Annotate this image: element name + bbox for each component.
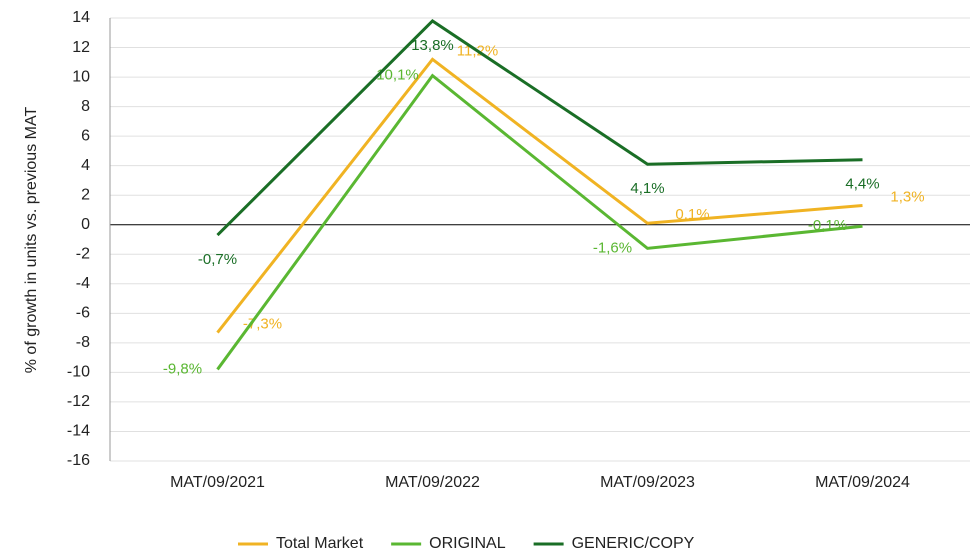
y-axis-label: % of growth in units vs. previous MAT — [23, 107, 40, 374]
legend-label: ORIGINAL — [429, 535, 506, 552]
y-tick-label: 12 — [72, 39, 90, 56]
value-label: -9,8% — [163, 360, 202, 377]
value-label: 1,3% — [890, 189, 924, 206]
y-tick-label: 6 — [81, 127, 90, 144]
value-label: -7,3% — [243, 315, 282, 332]
y-tick-label: 0 — [81, 216, 90, 233]
value-label: -1,6% — [593, 239, 632, 256]
value-label: 0,1% — [675, 206, 709, 223]
line — [216, 73, 863, 371]
legend-label: Total Market — [276, 535, 364, 552]
y-tick-label: -10 — [67, 364, 90, 381]
y-tick-label: -14 — [67, 423, 90, 440]
y-tick-label: 2 — [81, 186, 90, 203]
y-tick-label: 10 — [72, 68, 90, 85]
line — [216, 57, 863, 334]
value-label: 10,1% — [376, 67, 419, 84]
y-tick-label: -6 — [76, 305, 90, 322]
y-tick-label: 14 — [72, 9, 90, 26]
value-label: 4,4% — [845, 176, 879, 193]
y-tick-label: -12 — [67, 393, 90, 410]
x-tick-label: MAT/09/2023 — [600, 474, 695, 491]
y-tick-label: -4 — [76, 275, 90, 292]
y-tick-label: -8 — [76, 334, 90, 351]
y-tick-label: -16 — [67, 452, 90, 469]
y-tick-label: -2 — [76, 245, 90, 262]
legend-label: GENERIC/COPY — [572, 535, 695, 552]
value-label: -0,1% — [808, 217, 847, 234]
y-tick-label: 8 — [81, 98, 90, 115]
x-tick-label: MAT/09/2021 — [170, 474, 265, 491]
y-tick-label: 4 — [81, 157, 90, 174]
x-tick-label: MAT/09/2022 — [385, 474, 480, 491]
line — [216, 19, 863, 237]
x-tick-label: MAT/09/2024 — [815, 474, 910, 491]
value-label: 13,8% — [411, 37, 454, 54]
value-label: -0,7% — [198, 251, 237, 268]
value-label: 4,1% — [630, 180, 664, 197]
